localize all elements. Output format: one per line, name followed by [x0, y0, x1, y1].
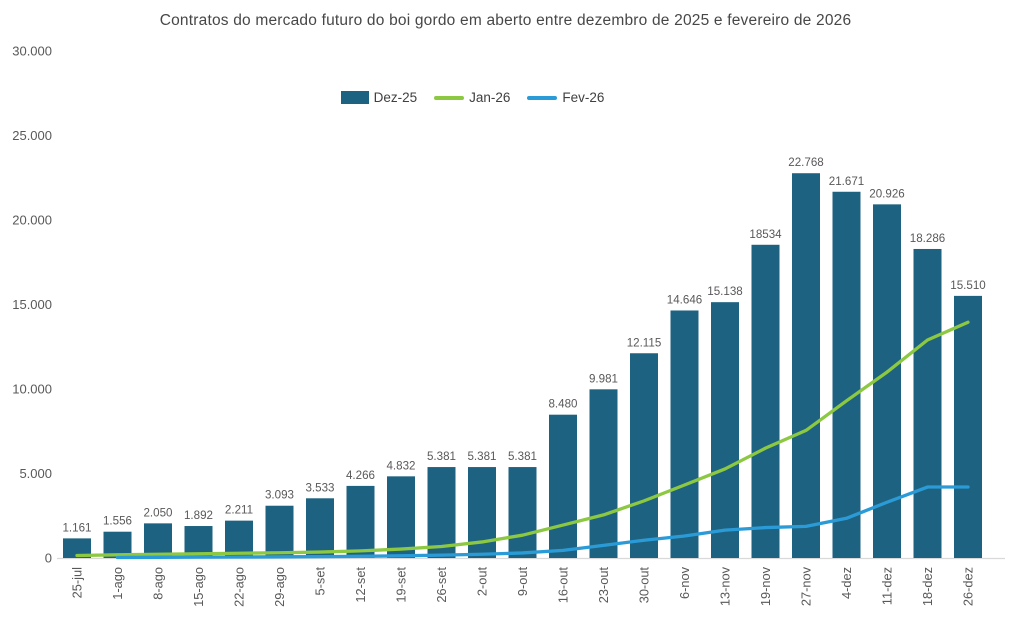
bar-value-label: 1.892: [184, 509, 213, 522]
x-axis-tick-label: 25-jul: [70, 567, 85, 598]
bar-value-label: 2.050: [143, 506, 172, 519]
x-axis-tick-label: 4-dez: [839, 567, 854, 599]
bar-13-nov: [711, 302, 739, 558]
bar-value-label: 5.381: [427, 450, 456, 463]
bar-19-set: [387, 476, 415, 558]
bar-16-out: [549, 414, 577, 558]
legend-label: Fev-26: [562, 90, 605, 105]
x-axis-tick-label: 16-out: [556, 567, 571, 604]
x-axis-tick-label: 19-nov: [758, 566, 773, 606]
bar-value-label: 8.480: [548, 398, 577, 411]
legend-swatch-line-icon: [527, 95, 558, 100]
y-axis-tick-label: 10.000: [12, 382, 52, 397]
x-axis-tick-label: 6-nov: [677, 566, 692, 599]
bar-29-ago: [265, 505, 294, 558]
bar-value-label: 2.211: [225, 504, 253, 517]
x-axis-tick-label: 19-set: [394, 567, 409, 603]
x-axis-tick-label: 27-nov: [799, 566, 814, 606]
x-axis-tick-label: 2-out: [475, 567, 490, 597]
bar-23-out: [589, 389, 618, 558]
legend-swatch-line-icon: [434, 95, 465, 100]
legend-swatch-square-icon: [340, 91, 369, 104]
y-axis-tick-label: 15.000: [12, 297, 52, 312]
bar-12-set: [346, 485, 375, 558]
bar-19-nov: [751, 244, 780, 559]
bar-4-dez: [832, 191, 861, 558]
legend-item-jan-26: Jan-26: [434, 90, 510, 105]
bar-27-nov: [792, 173, 820, 558]
bar-9-out: [508, 467, 537, 558]
bar-26-set: [427, 467, 456, 558]
x-axis-tick-label: 22-ago: [232, 567, 247, 607]
legend-label: Jan-26: [469, 90, 511, 105]
x-axis-tick-label: 26-dez: [961, 567, 976, 606]
y-axis-tick-label: 20.000: [12, 213, 52, 228]
bar-value-label: 5.381: [467, 450, 496, 463]
bar-value-label: 12.115: [627, 336, 662, 349]
x-axis-tick-label: 5-set: [313, 567, 328, 596]
line-series-fev-26: [115, 485, 970, 560]
x-axis-tick-label: 11-dez: [880, 567, 895, 605]
bar-value-label: 9.981: [589, 372, 618, 385]
bar-value-label: 1.556: [103, 515, 132, 528]
y-axis-tick-label: 5.000: [19, 466, 52, 481]
bar-value-label: 14.646: [667, 293, 702, 306]
bar-value-label: 15.138: [707, 285, 742, 298]
bar-value-label: 15.510: [950, 279, 985, 292]
bar-value-label: 1.161: [62, 521, 91, 534]
line-series-jan-26: [75, 320, 970, 558]
x-axis-tick-label: 29-ago: [272, 567, 287, 607]
legend-label: Dez-25: [373, 90, 418, 105]
bar-5-set: [306, 498, 334, 558]
legend-item-dez-25: Dez-25: [340, 90, 418, 105]
x-axis-tick-label: 23-out: [596, 567, 611, 604]
x-axis-tick-label: 18-dez: [920, 567, 935, 606]
bar-26-dez: [954, 295, 982, 558]
bar-value-label: 5.381: [508, 450, 537, 463]
bar-value-label: 18.286: [910, 232, 945, 245]
y-axis-tick-label: 0: [45, 551, 52, 566]
bar-value-label: 21.671: [829, 175, 864, 188]
x-axis-tick-label: 26-set: [434, 567, 449, 603]
bar-18-dez: [913, 248, 942, 558]
bar-value-label: 22.768: [788, 156, 823, 169]
y-axis-tick-label: 30.000: [12, 44, 52, 59]
x-axis-tick-label: 9-out: [515, 567, 530, 597]
x-axis-tick-label: 12-set: [353, 567, 368, 603]
bar-8-ago: [144, 523, 172, 558]
bar-value-label: 20.926: [869, 187, 904, 200]
bar-6-nov: [670, 310, 699, 558]
x-axis-tick-label: 13-nov: [718, 566, 733, 606]
bar-30-out: [630, 353, 658, 558]
x-axis-tick-label: 15-ago: [191, 567, 206, 607]
x-axis-tick-label: 1-ago: [110, 567, 125, 600]
chart-title: Contratos do mercado futuro do boi gordo…: [159, 12, 852, 29]
bar-value-label: 4.832: [386, 459, 415, 472]
bar-value-label: 3.093: [265, 489, 294, 502]
x-axis-tick-label: 8-ago: [151, 567, 166, 600]
bar-25-jul: [63, 538, 91, 558]
bar-value-label: 3.533: [305, 481, 334, 494]
bar-value-label: 4.266: [346, 469, 375, 482]
chart-legend: Dez-25 Jan-26 Fev-26: [0, 90, 978, 105]
bar-value-label: 18534: [749, 228, 782, 241]
legend-item-fev-26: Fev-26: [527, 90, 604, 105]
x-axis-tick-label: 30-out: [637, 567, 652, 604]
y-axis-tick-label: 25.000: [12, 128, 52, 143]
